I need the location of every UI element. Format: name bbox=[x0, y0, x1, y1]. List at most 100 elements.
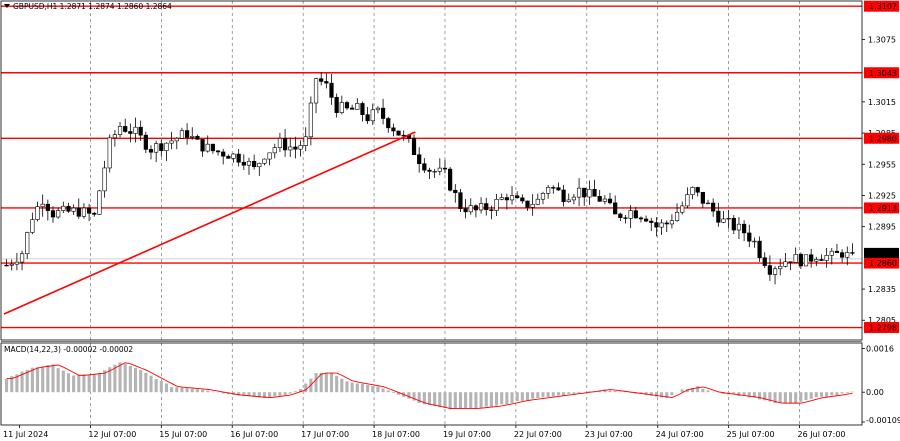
candle-body bbox=[484, 203, 489, 210]
candle-body bbox=[66, 205, 71, 212]
x-tick-label: 26 Jul 07:00 bbox=[798, 430, 846, 439]
candle-body bbox=[638, 217, 644, 220]
candle-body bbox=[695, 187, 700, 193]
candle-body bbox=[690, 187, 695, 195]
candle-body bbox=[272, 147, 277, 154]
candle-body bbox=[236, 153, 241, 163]
candle-body bbox=[190, 135, 195, 138]
candle-body bbox=[803, 254, 809, 267]
candle-body bbox=[386, 118, 391, 129]
y-tick-label: 1.2955 bbox=[868, 160, 896, 169]
candle-body bbox=[45, 203, 50, 211]
x-tick-label: 17 Jul 07:00 bbox=[301, 430, 349, 439]
main-panel-frame bbox=[0, 0, 863, 341]
candle-body bbox=[370, 109, 375, 122]
candle-body bbox=[515, 195, 520, 199]
macd-signal-line bbox=[6, 362, 853, 410]
candle-body bbox=[566, 199, 571, 202]
candle-body bbox=[561, 189, 566, 202]
candle-body bbox=[334, 97, 339, 113]
candle-body bbox=[123, 126, 128, 132]
candle-body bbox=[117, 126, 123, 135]
candle-body bbox=[195, 135, 200, 140]
candle-body bbox=[819, 259, 824, 261]
macd-panel-frame bbox=[0, 342, 863, 426]
candle-body bbox=[602, 198, 607, 202]
candle-body bbox=[9, 263, 14, 266]
candle-body bbox=[76, 207, 81, 217]
candle-body bbox=[747, 232, 752, 242]
candle-body bbox=[432, 170, 437, 173]
candle-body bbox=[685, 194, 690, 207]
candle-body bbox=[618, 213, 623, 218]
candle-body bbox=[112, 134, 117, 139]
candle-body bbox=[19, 253, 25, 263]
candle-body bbox=[329, 82, 334, 98]
y-tick-label: 1.2925 bbox=[868, 191, 896, 200]
candle-body bbox=[324, 81, 329, 84]
level-price-labels: 1.31071.30431.29801.29131.28601.27981.28… bbox=[864, 0, 899, 334]
candle-body bbox=[308, 102, 313, 138]
candle-body bbox=[293, 146, 298, 150]
level-label-text: 1.3043 bbox=[869, 69, 897, 78]
candle-body bbox=[680, 205, 685, 213]
candle-body bbox=[344, 102, 350, 109]
candle-body bbox=[499, 197, 504, 200]
candle-body bbox=[71, 207, 76, 212]
candle-body bbox=[396, 130, 401, 136]
candle-body bbox=[159, 143, 164, 151]
candle-body bbox=[509, 195, 515, 201]
candle-body bbox=[231, 153, 236, 159]
candle-body bbox=[102, 167, 107, 192]
current-price-text: 1.2864 bbox=[869, 249, 897, 258]
candle-body bbox=[736, 223, 742, 231]
y-tick-label: 1.2895 bbox=[868, 223, 896, 232]
candle-body bbox=[613, 202, 618, 215]
candle-body bbox=[391, 127, 396, 132]
candle-body bbox=[705, 202, 711, 205]
candle-body bbox=[783, 261, 788, 267]
candle-body bbox=[814, 259, 819, 262]
candle-body bbox=[442, 167, 448, 170]
candle-body bbox=[128, 131, 133, 134]
candle-body bbox=[210, 143, 215, 152]
macd-tick-label: 0.0016 bbox=[866, 344, 894, 353]
candle-body bbox=[757, 240, 762, 259]
y-tick-label: 1.2805 bbox=[868, 316, 896, 325]
candle-body bbox=[277, 138, 283, 148]
level-label-text: 1.2860 bbox=[869, 259, 897, 268]
candle-body bbox=[360, 103, 365, 115]
candle-body bbox=[530, 204, 535, 208]
candle-body bbox=[649, 220, 654, 223]
candle-body bbox=[221, 151, 226, 157]
candle-body bbox=[252, 160, 257, 168]
candle-body bbox=[164, 142, 169, 151]
candle-body bbox=[148, 149, 154, 153]
candle-body bbox=[288, 146, 293, 151]
candle-body bbox=[313, 78, 319, 104]
candle-body bbox=[711, 202, 716, 212]
collapse-triangle-icon[interactable] bbox=[4, 4, 10, 8]
candle-body bbox=[582, 187, 587, 198]
candle-body bbox=[154, 143, 159, 153]
candle-body bbox=[752, 240, 757, 243]
candle-body bbox=[798, 253, 803, 267]
candle-body bbox=[50, 210, 56, 218]
candle-body bbox=[840, 252, 845, 258]
candle-body bbox=[35, 206, 40, 220]
candle-body bbox=[81, 207, 87, 217]
support-resistance-levels bbox=[1, 5, 862, 329]
candle-body bbox=[226, 155, 231, 159]
candle-body bbox=[742, 223, 747, 234]
candle-body bbox=[850, 252, 855, 254]
candle-body bbox=[257, 163, 262, 168]
macd-tick-label: 0.00 bbox=[866, 388, 884, 397]
candle-body bbox=[597, 196, 602, 202]
candle-body bbox=[179, 130, 185, 139]
candle-body bbox=[587, 188, 592, 198]
candle-body bbox=[375, 107, 381, 111]
candle-body bbox=[576, 187, 582, 198]
candle-body bbox=[339, 102, 344, 113]
candle-body bbox=[788, 261, 793, 263]
